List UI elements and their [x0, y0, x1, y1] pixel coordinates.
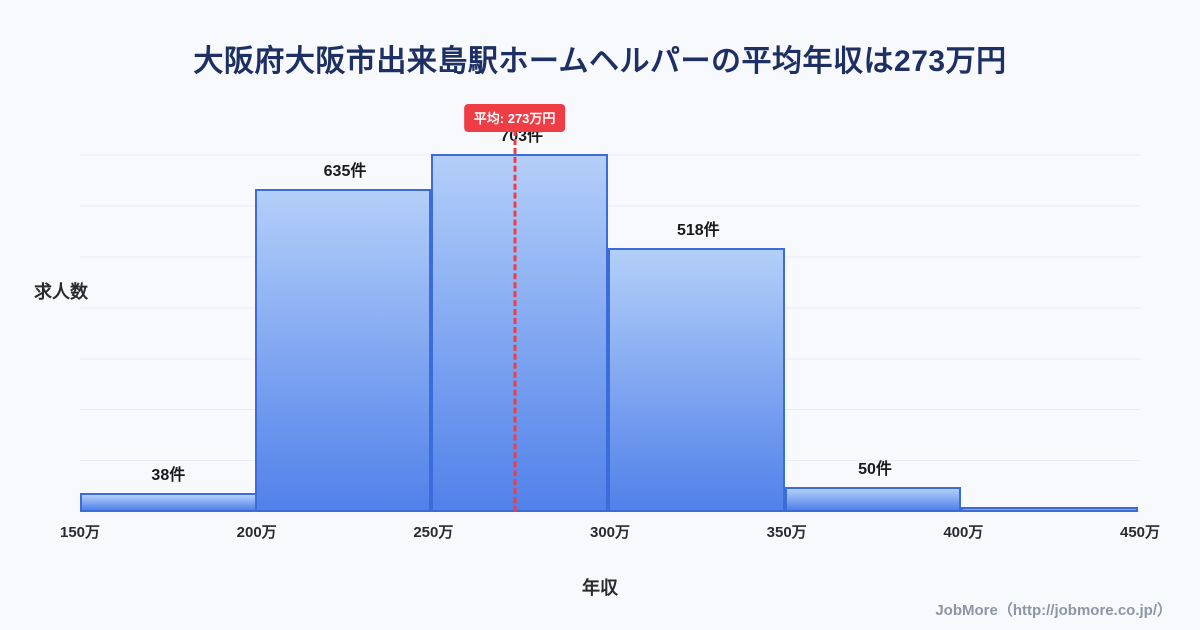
bars-container: 38件 635件 703件 518件 50件: [80, 128, 1140, 512]
histogram-plot: 38件 635件 703件 518件 50件 150万 200万 250万 300万 350万 4…: [60, 128, 1160, 541]
histogram-bar: [961, 506, 1138, 512]
bar-count-label: 703件: [500, 127, 544, 145]
histogram-bar: [254, 188, 432, 512]
average-badge: 平均: 273万円: [463, 104, 566, 132]
histogram-bar: [608, 248, 785, 512]
average-line: [513, 130, 517, 512]
attribution: JobMore（http://jobmore.co.jp/）: [935, 602, 1172, 619]
bar-count-label: 518件: [676, 222, 720, 240]
x-axis-label: 年収: [582, 578, 618, 598]
x-tick-label: 450万: [1119, 524, 1161, 541]
bar-count-label: 38件: [151, 466, 186, 484]
bar-count-label: 50件: [858, 460, 892, 478]
histogram-bar: [784, 486, 962, 512]
x-tick-label: 300万: [589, 524, 631, 541]
bar-count-label: 635件: [323, 162, 367, 180]
histogram-bar: [431, 153, 608, 512]
x-tick-label: 350万: [766, 524, 807, 541]
x-tick-label: 400万: [943, 524, 984, 541]
chart-title: 大阪府大阪市出来島駅ホームヘルパーの平均年収は273万円: [193, 45, 1007, 78]
x-tick-label: 150万: [59, 524, 101, 541]
x-axis-ticks: 150万 200万 250万 300万 350万 400万 450万: [60, 512, 1160, 542]
y-axis-label: 求人数: [34, 282, 88, 302]
x-tick-label: 250万: [413, 524, 454, 541]
histogram-bar: [80, 492, 257, 512]
x-tick-label: 200万: [236, 524, 277, 541]
average-badge-label: 平均: 273万円: [473, 111, 556, 126]
